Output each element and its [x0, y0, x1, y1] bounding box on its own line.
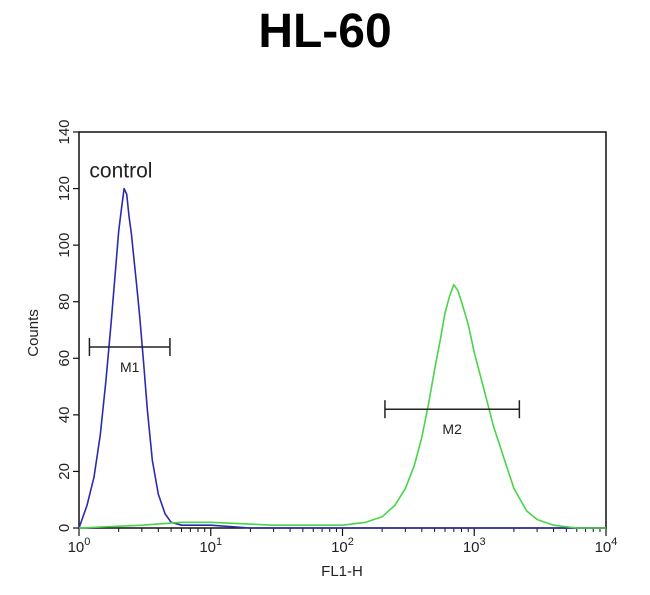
x-tick-exponent: 4	[611, 536, 617, 548]
chart-title: HL-60	[258, 5, 392, 58]
series-line-1	[78, 187, 606, 529]
x-tick-base: 10	[199, 539, 216, 556]
x-tick-exponent: 3	[480, 536, 486, 548]
y-axis: 0 20 40 60 80 100 120 140	[56, 119, 79, 532]
x-tick-base: 10	[331, 539, 348, 556]
x-tick-label: 103	[463, 536, 486, 556]
series-line-2	[78, 283, 606, 529]
series-layer	[78, 187, 606, 529]
x-tick-label: 101	[199, 536, 222, 556]
x-tick-base: 10	[463, 539, 480, 556]
y-tick-label: 120	[56, 176, 73, 201]
x-axis: 100 101 102 103 104	[68, 528, 618, 556]
y-tick-label: 140	[56, 119, 73, 144]
x-tick-label: 104	[595, 536, 618, 556]
y-tick-label: 0	[56, 524, 73, 532]
y-tick-label: 80	[56, 293, 73, 310]
x-tick-exponent: 0	[84, 536, 90, 548]
x-tick-label: 100	[68, 536, 91, 556]
x-tick-exponent: 1	[216, 536, 222, 548]
x-tick-label: 102	[331, 536, 354, 556]
y-tick-label: 20	[56, 463, 73, 480]
x-tick-exponent: 2	[348, 536, 354, 548]
plot-frame	[78, 131, 607, 529]
marker-label: M2	[442, 421, 462, 437]
marker-layer: M1 M2	[88, 337, 521, 437]
x-tick-base: 10	[595, 539, 612, 556]
y-axis-label: Counts	[25, 309, 42, 357]
x-axis-label: FL1-H	[321, 563, 363, 580]
y-tick-label: 40	[56, 407, 73, 424]
x-tick-base: 10	[68, 539, 85, 556]
y-tick-label: 100	[56, 233, 73, 258]
y-tick-label: 60	[56, 350, 73, 367]
annotation-layer: control	[89, 159, 152, 182]
marker-label: M1	[120, 359, 140, 375]
annotation-text: control	[89, 159, 152, 182]
